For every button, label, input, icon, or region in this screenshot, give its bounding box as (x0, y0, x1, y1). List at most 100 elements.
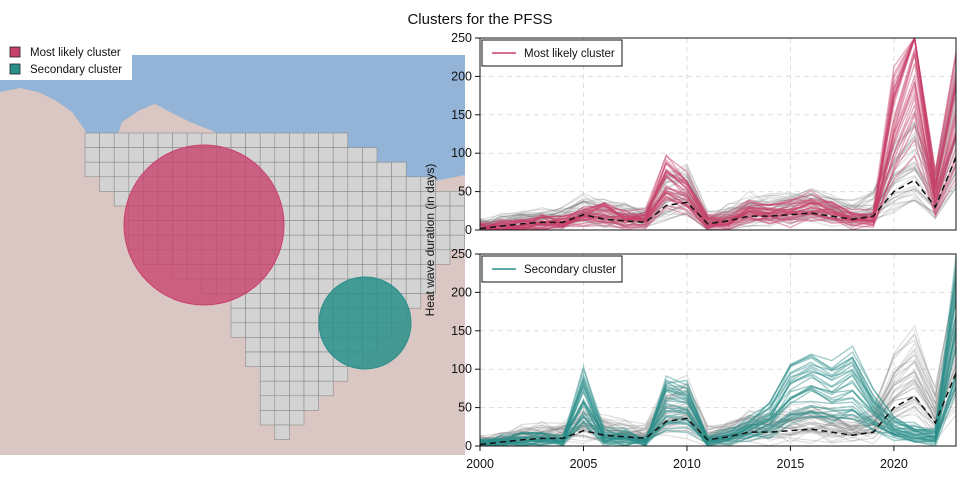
y-tick-label: 250 (451, 31, 472, 45)
cluster-series-line (480, 91, 956, 230)
background-series-line (480, 89, 956, 228)
background-series-line (480, 86, 956, 223)
grid-cell (318, 220, 334, 236)
cluster-series-line (480, 112, 956, 230)
grid-cell (362, 191, 378, 207)
grid-cell (259, 380, 276, 397)
most-likely-cluster-panel: 0 50 100 150 200 250 Most likely cluster (451, 31, 957, 237)
grid-cell (99, 161, 115, 178)
grid-cell (230, 132, 246, 148)
grid-cell (274, 132, 290, 148)
background-series-line (480, 182, 956, 230)
grid-cell (245, 293, 261, 309)
cluster-series-line (480, 123, 956, 230)
grid-cell (289, 322, 305, 338)
background-series-line (480, 366, 956, 446)
cluster-series-line (480, 375, 956, 446)
background-series-line (480, 172, 956, 229)
grid-cell (84, 147, 100, 163)
grid-cell (332, 220, 349, 236)
y-tick-label: 250 (451, 247, 472, 261)
grid-cell (259, 147, 276, 163)
grid-cell (347, 205, 363, 221)
grid-cell (420, 278, 436, 294)
background-series-line (480, 82, 956, 223)
grid-cell (347, 147, 363, 163)
grid-cell (245, 351, 261, 367)
grid-cell (332, 161, 349, 178)
cluster-series-line (480, 324, 956, 446)
grid-cell (274, 322, 290, 338)
y-tick-label: 0 (465, 439, 472, 453)
grid-cell (99, 147, 115, 163)
background-series-line (480, 369, 956, 446)
grid-cell (391, 249, 407, 265)
grid-cell (289, 176, 305, 192)
grid-cell (332, 176, 349, 192)
grid-cell (405, 176, 422, 192)
grid-cell (405, 264, 422, 280)
grid-cell (274, 293, 290, 309)
grid-cell (318, 380, 334, 397)
cluster-series-line (480, 288, 956, 446)
grid-cell (435, 220, 451, 236)
cluster-series-line (480, 109, 956, 230)
grid-cell (289, 337, 305, 353)
grid-cell (259, 410, 276, 426)
background-series-line (480, 183, 956, 230)
background-series-line (480, 144, 956, 230)
grid-cell (318, 234, 334, 251)
grid-cell (303, 307, 319, 324)
background-series-line (480, 77, 956, 226)
grid-cell (376, 161, 392, 178)
map-legend: Most likely cluster Secondary cluster (0, 40, 132, 80)
grid-cell (376, 220, 392, 236)
grid-cell (274, 395, 290, 411)
background-series-line (480, 389, 956, 443)
grid-cell (113, 176, 130, 192)
background-series-line (480, 371, 956, 446)
grid-cell (449, 220, 465, 236)
x-tick-label: 2005 (570, 457, 598, 471)
grid-cell (274, 147, 290, 163)
background-series-line (480, 405, 956, 446)
grid-cell (391, 176, 407, 192)
grid-cell (449, 234, 465, 251)
grid-cell (303, 249, 319, 265)
grid-cell (435, 249, 451, 265)
grid-cell (376, 264, 392, 280)
background-series-line (480, 338, 956, 441)
grid-cell (84, 161, 100, 178)
cluster-series-line (480, 38, 956, 230)
grid-cell (376, 205, 392, 221)
cluster-series-line (480, 375, 956, 446)
background-series-line (480, 414, 956, 446)
secondary-cluster-circle (318, 276, 412, 370)
grid-cell (303, 132, 319, 148)
grid-cell (289, 220, 305, 236)
background-series-line (480, 323, 956, 443)
grid-cell (303, 191, 319, 207)
grid-cell (113, 161, 130, 178)
x-tick-label: 2010 (673, 457, 701, 471)
background-series-line (480, 127, 956, 227)
grid-cell (289, 278, 305, 294)
grid-cell (347, 176, 363, 192)
grid-cell (274, 366, 290, 382)
background-series-line (480, 316, 956, 446)
y-tick-label: 200 (451, 285, 472, 299)
plot-frame (479, 37, 957, 231)
grid-cell (274, 264, 290, 280)
map-legend-most-likely: Most likely cluster (30, 47, 121, 59)
background-series-line (480, 334, 956, 446)
cluster-series-line (480, 38, 956, 230)
grid-cell (362, 147, 378, 163)
background-series-line (480, 348, 956, 445)
grid-cell (289, 264, 305, 280)
y-tick-label: 200 (451, 69, 472, 83)
background-series-line (480, 171, 956, 230)
grid-cell (303, 293, 319, 309)
cluster-series-line (480, 276, 956, 446)
background-series-line (480, 315, 956, 439)
plot-frame (479, 253, 957, 447)
